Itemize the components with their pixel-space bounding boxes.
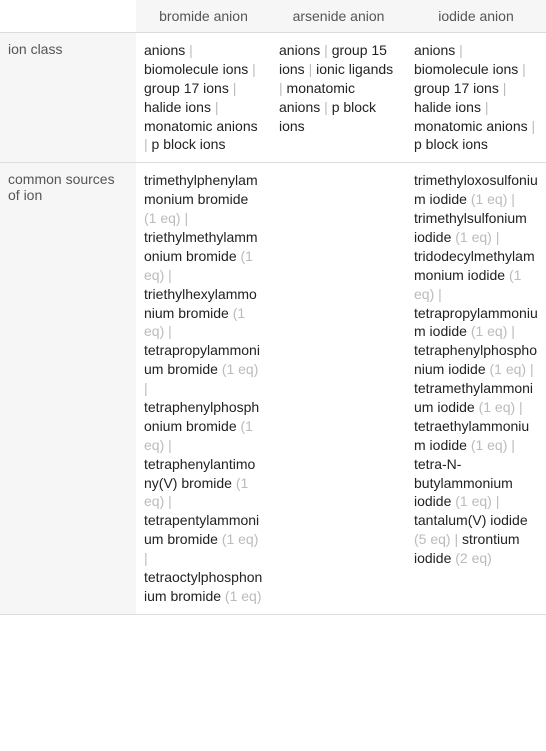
equivalents: (1 eq) bbox=[471, 191, 508, 207]
equivalents: (1 eq) bbox=[479, 399, 516, 415]
equivalents: (2 eq) bbox=[455, 550, 492, 566]
separator: | bbox=[164, 437, 172, 453]
compound-name: tantalum(V) iodide bbox=[414, 512, 528, 528]
table-cell: anions | biomolecule ions | group 17 ion… bbox=[406, 33, 546, 163]
separator: | bbox=[434, 286, 442, 302]
cell-content: anions | group 15 ions | ionic ligands |… bbox=[279, 41, 398, 135]
separator: | bbox=[211, 99, 219, 115]
table-cell: trimethylphenylammonium bromide (1 eq) |… bbox=[136, 163, 271, 614]
row-label: ion class bbox=[0, 33, 136, 163]
table-cell: anions | group 15 ions | ionic ligands |… bbox=[271, 33, 406, 163]
equivalents: (1 eq) bbox=[144, 210, 181, 226]
separator: | bbox=[144, 380, 148, 396]
cell-content: anions | biomolecule ions | group 17 ion… bbox=[414, 41, 538, 154]
separator: | bbox=[320, 42, 331, 58]
table-cell bbox=[271, 163, 406, 614]
equivalents: (1 eq) bbox=[225, 588, 262, 604]
separator: | bbox=[499, 80, 507, 96]
table-cell: trimethyloxosulfonium iodide (1 eq) | tr… bbox=[406, 163, 546, 614]
separator: | bbox=[507, 191, 515, 207]
separator: | bbox=[164, 323, 172, 339]
separator: | bbox=[492, 493, 500, 509]
separator: | bbox=[451, 531, 462, 547]
equivalents: (1 eq) bbox=[490, 361, 527, 377]
separator: | bbox=[185, 42, 193, 58]
equivalents: (1 eq) bbox=[455, 229, 492, 245]
separator: | bbox=[320, 99, 331, 115]
header-blank bbox=[0, 0, 136, 33]
separator: | bbox=[492, 229, 500, 245]
separator: | bbox=[305, 61, 316, 77]
table-row: ion classanions | biomolecule ions | gro… bbox=[0, 33, 546, 163]
separator: | bbox=[164, 493, 172, 509]
col-header-0: bromide anion bbox=[136, 0, 271, 33]
separator: | bbox=[144, 136, 152, 152]
separator: | bbox=[515, 399, 523, 415]
separator: | bbox=[507, 437, 515, 453]
cell-content: anions | biomolecule ions | group 17 ion… bbox=[144, 41, 263, 154]
separator: | bbox=[518, 61, 526, 77]
cell-content: trimethyloxosulfonium iodide (1 eq) | tr… bbox=[414, 171, 538, 568]
separator: | bbox=[526, 361, 534, 377]
equivalents: (1 eq) bbox=[222, 361, 259, 377]
equivalents: (1 eq) bbox=[222, 531, 259, 547]
separator: | bbox=[481, 99, 489, 115]
separator: | bbox=[248, 61, 256, 77]
separator: | bbox=[181, 210, 189, 226]
col-header-1: arsenide anion bbox=[271, 0, 406, 33]
separator: | bbox=[279, 80, 287, 96]
equivalents: (1 eq) bbox=[471, 437, 508, 453]
table-row: common sources of iontrimethylphenylammo… bbox=[0, 163, 546, 614]
row-label: common sources of ion bbox=[0, 163, 136, 614]
equivalents: (1 eq) bbox=[455, 493, 492, 509]
col-header-2: iodide anion bbox=[406, 0, 546, 33]
header-row: bromide anion arsenide anion iodide anio… bbox=[0, 0, 546, 33]
table-body: ion classanions | biomolecule ions | gro… bbox=[0, 33, 546, 615]
separator: | bbox=[528, 118, 536, 134]
separator: | bbox=[144, 550, 148, 566]
equivalents: (1 eq) bbox=[471, 323, 508, 339]
cell-content: trimethylphenylammonium bromide (1 eq) |… bbox=[144, 171, 263, 605]
separator: | bbox=[229, 80, 237, 96]
separator: | bbox=[507, 323, 515, 339]
compound-name: trimethylphenylammonium bromide bbox=[144, 172, 258, 207]
separator: | bbox=[164, 267, 172, 283]
equivalents: (5 eq) bbox=[414, 531, 451, 547]
table-cell: anions | biomolecule ions | group 17 ion… bbox=[136, 33, 271, 163]
comparison-table: bromide anion arsenide anion iodide anio… bbox=[0, 0, 546, 615]
separator: | bbox=[455, 42, 463, 58]
